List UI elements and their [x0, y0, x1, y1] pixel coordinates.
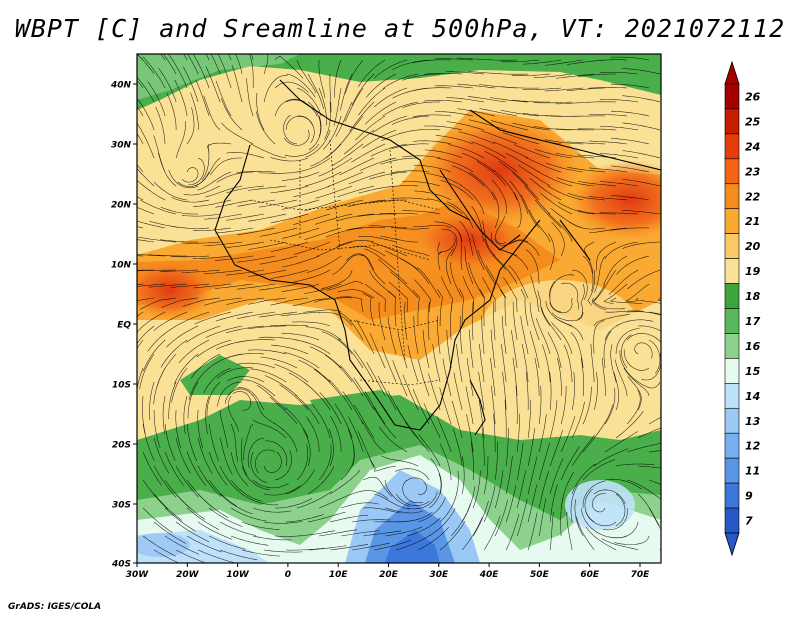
colorbar-swatch: [724, 283, 740, 309]
colorbar-label: 22: [745, 190, 761, 203]
colorbar-swatch: [724, 258, 740, 284]
map-field: [137, 54, 661, 563]
lon-label-70e: 70E: [631, 570, 651, 580]
colorbar-swatch: [724, 158, 740, 185]
lon-label-30w: 30W: [126, 570, 150, 580]
map-frame: [136, 53, 662, 564]
colorbar-label: 25: [745, 115, 761, 128]
colorbar-label: 7: [745, 515, 753, 528]
lat-label-30n: 30N: [111, 141, 132, 151]
colorbar-label: 23: [745, 165, 761, 178]
colorbar-top-arrow: [724, 60, 740, 85]
colorbar-label: 17: [745, 315, 761, 328]
colorbar-swatch: [724, 183, 740, 210]
colorbar-swatch: [724, 383, 740, 409]
colorbar-label: 15: [745, 365, 761, 378]
colorbar-swatch: [724, 308, 740, 334]
lon-label-60e: 60E: [580, 570, 600, 580]
colorbar-swatch: [724, 358, 740, 384]
colorbar-swatch: [724, 133, 740, 160]
colorbar-swatch: [724, 208, 740, 234]
colorbar-swatch: [724, 83, 740, 110]
borders: [249, 139, 441, 386]
lon-label-20e: 20E: [379, 570, 399, 580]
colorbar-swatch: [724, 108, 740, 135]
lon-label-20w: 20W: [176, 570, 200, 580]
colorbar-swatch: [724, 333, 740, 359]
colorbar: 26 25 24 23 22 21 20 19 18 17 16 15 14 13 12 11 9 7: [724, 60, 761, 557]
lat-label-20n: 20N: [111, 201, 132, 211]
lat-label-10s: 10S: [112, 381, 131, 391]
streamlines: [137, 54, 661, 563]
colorbar-label: 16: [745, 340, 761, 353]
colorbar-swatch: [724, 407, 740, 434]
lat-label-40s: 40S: [111, 560, 131, 570]
longitude-labels: 30W 20W 10W 0 10E 20E 30E 40E 50E 60E 70E: [126, 563, 650, 580]
colorbar-swatch: [724, 482, 740, 509]
lat-label-30s: 30S: [112, 501, 131, 511]
colorbar-label: 11: [745, 465, 760, 478]
colorbar-swatch: [724, 233, 740, 259]
lat-label-20s: 20S: [112, 441, 131, 451]
colorbar-label: 9: [745, 490, 753, 503]
lat-label-40n: 40N: [110, 81, 132, 91]
colorbar-swatch: [724, 432, 740, 459]
lon-label-50e: 50E: [530, 570, 550, 580]
lon-label-30e: 30E: [429, 570, 449, 580]
lat-label-10n: 10N: [111, 261, 132, 271]
colorbar-swatch: [724, 507, 740, 534]
lon-label-10w: 10W: [226, 570, 250, 580]
lon-label-40e: 40E: [479, 570, 500, 580]
lat-label-eq: EQ: [117, 321, 131, 331]
colorbar-label: 19: [745, 265, 761, 278]
colorbar-label: 13: [745, 415, 761, 428]
colorbar-label: 21: [745, 215, 760, 228]
grads-credit: GrADS: IGES/COLA: [8, 602, 102, 612]
colorbar-label: 26: [745, 90, 761, 103]
latitude-labels: 40N 30N 20N 10N EQ 10S 20S 30S 40S: [110, 81, 137, 570]
colorbar-swatch: [724, 457, 740, 484]
lon-label-10e: 10E: [329, 570, 349, 580]
colorbar-label: 12: [745, 440, 761, 453]
colorbar-label: 18: [745, 290, 761, 303]
map-title: WBPT [C] and Sreamline at 500hPa, VT: 20…: [14, 14, 786, 43]
lon-label-0: 0: [285, 570, 291, 580]
colorbar-bottom-arrow: [724, 532, 740, 557]
colorbar-label: 24: [745, 140, 760, 153]
colorbar-label: 20: [745, 240, 761, 253]
colorbar-label: 14: [745, 390, 760, 403]
